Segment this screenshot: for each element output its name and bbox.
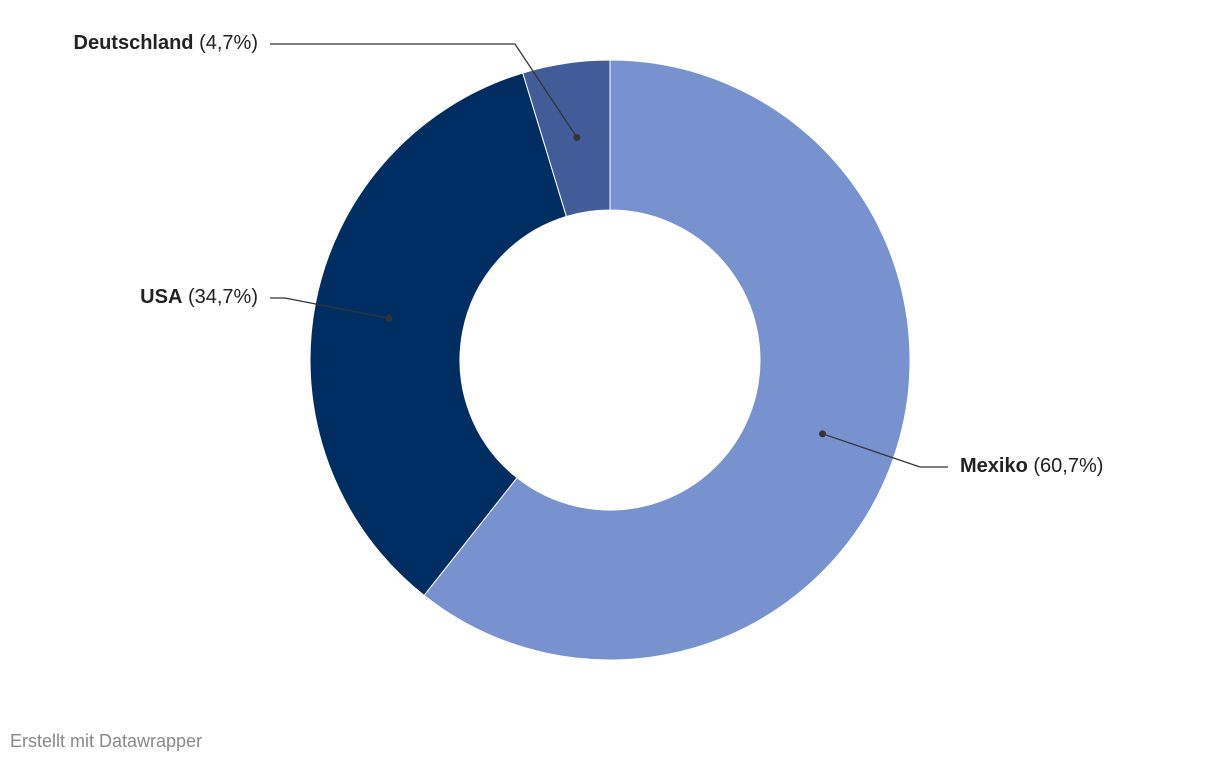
slice-label: Mexiko (60,7%) bbox=[960, 455, 1103, 477]
leader-dot bbox=[385, 314, 393, 322]
label-value: (34,7%) bbox=[188, 286, 258, 308]
footer: Erstellt mit Datawrapper bbox=[10, 731, 202, 751]
leader-dot bbox=[573, 133, 581, 141]
leader-line bbox=[270, 297, 390, 319]
leader-line bbox=[270, 43, 578, 138]
label-name: USA bbox=[140, 286, 182, 308]
label-name: Mexiko bbox=[960, 455, 1028, 477]
label-value: (60,7%) bbox=[1033, 455, 1103, 477]
donut-slice bbox=[522, 59, 611, 218]
donut-slice bbox=[309, 72, 568, 597]
donut-slice bbox=[423, 59, 911, 661]
label-value: (4,7%) bbox=[199, 32, 258, 54]
label-name: Deutschland bbox=[74, 32, 194, 54]
slice-label: USA (34,7%) bbox=[140, 286, 258, 308]
leader-line bbox=[822, 433, 948, 468]
leader-dot bbox=[819, 430, 827, 438]
slice-label: Deutschland (4,7%) bbox=[74, 32, 259, 54]
